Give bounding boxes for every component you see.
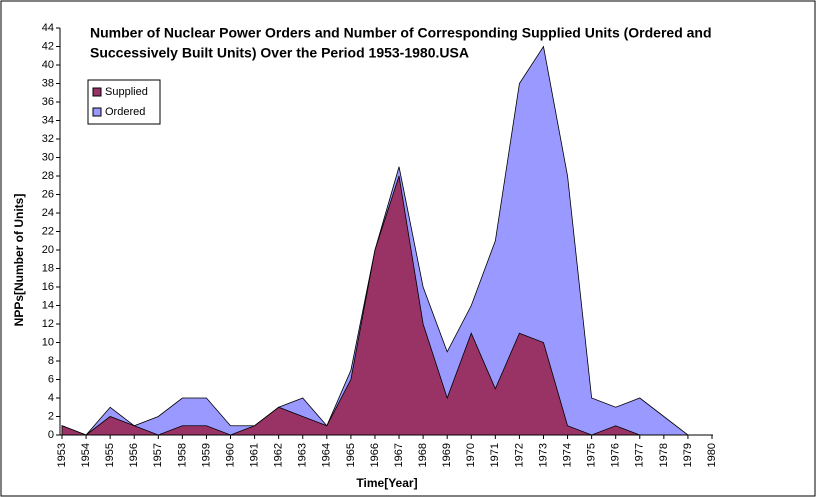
y-tick-label: 16 <box>42 281 54 293</box>
y-tick-label: 10 <box>42 336 54 348</box>
y-tick-label: 36 <box>42 96 54 108</box>
chart-title-line: Successively Built Units) Over the Perio… <box>90 45 469 61</box>
x-tick-label: 1964 <box>321 443 333 467</box>
x-tick-label: 1957 <box>152 443 164 467</box>
x-tick-label: 1963 <box>297 443 309 467</box>
y-tick-label: 34 <box>42 114 54 126</box>
y-tick-label: 2 <box>48 410 54 422</box>
x-tick-label: 1958 <box>176 443 188 467</box>
y-tick-label: 40 <box>42 59 54 71</box>
legend-label: Supplied <box>105 86 148 98</box>
y-tick-label: 38 <box>42 77 54 89</box>
x-tick-label: 1970 <box>465 443 477 467</box>
x-tick-label: 1953 <box>56 443 68 467</box>
y-tick-label: 4 <box>48 392 54 404</box>
x-tick-label: 1968 <box>417 443 429 467</box>
x-tick-label: 1975 <box>586 443 598 467</box>
x-tick-label: 1965 <box>345 443 357 467</box>
x-tick-label: 1954 <box>80 443 92 467</box>
y-tick-label: 32 <box>42 133 54 145</box>
y-tick-label: 18 <box>42 262 54 274</box>
y-tick-label: 8 <box>48 355 54 367</box>
x-tick-label: 1973 <box>537 443 549 467</box>
x-tick-label: 1956 <box>128 443 140 467</box>
legend-label: Ordered <box>105 106 145 118</box>
x-tick-label: 1955 <box>104 443 116 467</box>
y-tick-label: 30 <box>42 151 54 163</box>
x-tick-label: 1966 <box>369 443 381 467</box>
x-tick-label: 1979 <box>682 443 694 467</box>
x-tick-label: 1980 <box>706 443 718 467</box>
x-tick-label: 1972 <box>513 443 525 467</box>
x-tick-label: 1974 <box>561 443 573 467</box>
x-tick-label: 1960 <box>224 443 236 467</box>
x-tick-label: 1967 <box>393 443 405 467</box>
x-tick-label: 1978 <box>658 443 670 467</box>
legend-swatch <box>92 107 102 117</box>
x-tick-label: 1971 <box>489 443 501 467</box>
y-tick-label: 12 <box>42 318 54 330</box>
chart-title-line: Number of Nuclear Power Orders and Numbe… <box>90 25 712 41</box>
y-tick-label: 22 <box>42 225 54 237</box>
x-tick-label: 1959 <box>200 443 212 467</box>
y-tick-label: 24 <box>42 207 54 219</box>
y-tick-label: 6 <box>48 373 54 385</box>
x-tick-label: 1969 <box>441 443 453 467</box>
y-tick-label: 28 <box>42 170 54 182</box>
y-tick-label: 0 <box>48 429 54 441</box>
y-tick-label: 20 <box>42 244 54 256</box>
legend-box <box>87 79 161 125</box>
y-tick-label: 14 <box>42 299 54 311</box>
x-tick-label: 1977 <box>634 443 646 467</box>
y-tick-label: 26 <box>42 188 54 200</box>
y-tick-label: 44 <box>42 22 54 34</box>
y-tick-label: 42 <box>42 40 54 52</box>
legend-swatch <box>92 87 102 97</box>
area <box>61 175 640 436</box>
y-axis-title: NPPs[Number of Units] <box>12 194 26 327</box>
x-tick-label: 1976 <box>610 443 622 467</box>
x-tick-label: 1962 <box>273 443 285 467</box>
x-tick-label: 1961 <box>248 443 260 467</box>
x-axis-title: Time[Year] <box>356 476 417 490</box>
